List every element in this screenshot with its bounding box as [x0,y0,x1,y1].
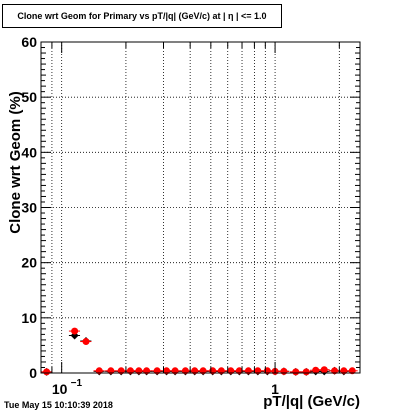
axis-ticks [40,41,360,374]
grid-lines [40,42,360,373]
chart-title: Clone wrt Geom for Primary vs pT/|q| (Ge… [2,4,282,28]
y-tick-label: 50 [21,89,37,105]
data-point [292,368,300,376]
y-tick-label: 0 [29,365,37,381]
x-tick-exponent: −1 [71,378,83,389]
timestamp-footer: Tue May 15 10:10:39 2018 [4,400,113,410]
data-point [71,327,79,335]
data-series [40,327,358,376]
y-tick-label: 10 [21,310,37,326]
y-tick-label: 30 [21,200,37,216]
x-tick-label: 1 [271,381,279,397]
y-tick-label: 40 [21,144,37,160]
x-axis-title: pT/|q| (GeV/c) [263,393,360,410]
data-point [320,366,328,374]
y-tick-label: 20 [21,255,37,271]
data-point [312,366,320,374]
data-point [302,368,310,376]
data-point [280,367,288,375]
y-axis-title: Clone wrt Geom (%) [7,91,24,234]
y-tick-label: 60 [21,34,37,50]
series-1 [40,327,358,376]
data-point [82,338,90,346]
data-point [43,368,51,376]
x-tick-label: 10 [52,381,68,397]
